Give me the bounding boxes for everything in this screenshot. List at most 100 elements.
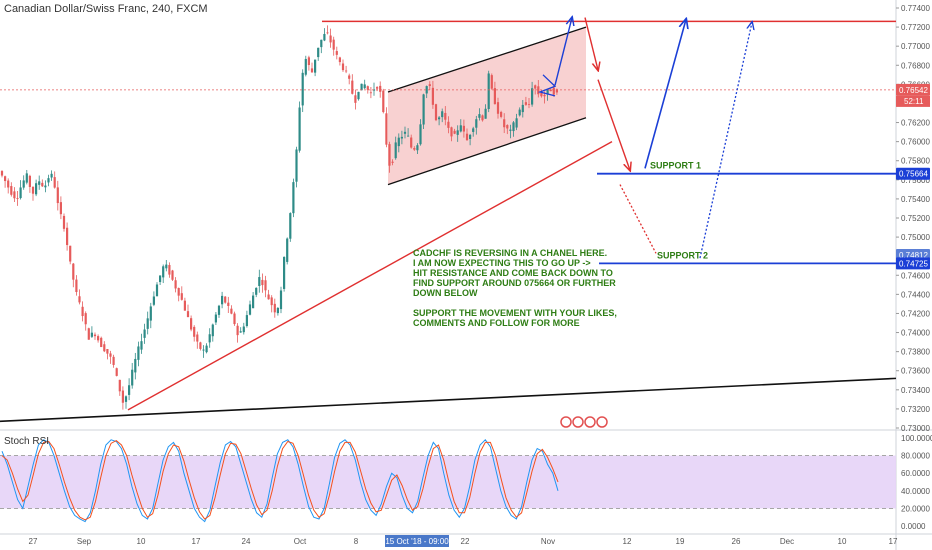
chart-title: Canadian Dollar/Swiss Franc, 240, FXCM bbox=[4, 3, 208, 15]
candle-body bbox=[149, 306, 152, 321]
candle-body bbox=[81, 306, 84, 317]
candle-body bbox=[388, 144, 391, 166]
candle-body bbox=[276, 307, 279, 314]
long-trendline bbox=[0, 377, 897, 423]
time-tick-label: 26 bbox=[732, 537, 741, 546]
countdown-bg bbox=[896, 95, 930, 107]
candle-body bbox=[134, 358, 137, 373]
candle-body bbox=[25, 173, 28, 183]
price-tick-label: 0.74200 bbox=[901, 309, 930, 318]
candle-body bbox=[193, 326, 196, 337]
rsi-tick-label: 60.0000 bbox=[901, 469, 930, 478]
candle-body bbox=[307, 57, 310, 66]
candle-body bbox=[304, 58, 307, 75]
candle-body bbox=[242, 326, 245, 333]
candle-body bbox=[301, 72, 304, 106]
channel-lower-line bbox=[387, 117, 587, 186]
candle-body bbox=[183, 300, 186, 311]
candle-body bbox=[236, 325, 239, 336]
candle-body bbox=[348, 75, 351, 79]
candle-body bbox=[230, 308, 233, 314]
annotation-line: DOWN BELOW bbox=[413, 288, 478, 298]
candle-body bbox=[410, 137, 413, 148]
candle-body bbox=[270, 297, 273, 306]
candle-body bbox=[7, 180, 10, 188]
candle-body bbox=[245, 315, 248, 327]
candle-body bbox=[286, 238, 289, 262]
candle-body bbox=[534, 85, 537, 89]
candle-body bbox=[376, 87, 379, 89]
time-axis[interactable]: 27 Sep 10 17 24 Oct 8 15 Oct '18 - 09:00 22 Nov 12… bbox=[29, 535, 898, 547]
candle-body bbox=[366, 86, 369, 90]
candle-body bbox=[106, 349, 109, 354]
candle-body bbox=[555, 89, 558, 93]
candle-body bbox=[118, 379, 121, 392]
rsi-series-d bbox=[1, 440, 559, 521]
candle-body bbox=[397, 137, 400, 147]
candle-body bbox=[78, 296, 81, 303]
candle-body bbox=[456, 130, 459, 135]
projection-down-arrow-1 bbox=[584, 17, 598, 71]
candle-body bbox=[233, 313, 236, 325]
candle-body bbox=[248, 304, 252, 315]
price-tick-label: 0.73000 bbox=[901, 424, 930, 433]
candle-body bbox=[124, 396, 128, 402]
price-axis[interactable]: 0.73000 0.73200 0.73400 0.73600 0.73800 0.740… bbox=[896, 4, 930, 433]
candle-body bbox=[524, 102, 527, 105]
candle-body bbox=[484, 108, 487, 119]
candle-body bbox=[258, 277, 261, 287]
candle-body bbox=[56, 187, 59, 204]
candle-body bbox=[472, 128, 475, 132]
candle-body bbox=[35, 183, 38, 195]
candle-body bbox=[112, 356, 115, 365]
rsi-tick-label: 100.0000 bbox=[901, 434, 932, 443]
candle-body bbox=[115, 368, 118, 376]
candle-body bbox=[434, 104, 438, 121]
candle-body bbox=[100, 337, 103, 348]
candle-body bbox=[403, 131, 407, 134]
candle-body bbox=[109, 353, 112, 357]
candle-body bbox=[211, 324, 214, 337]
candle-body bbox=[264, 280, 267, 291]
price-tick-label: 0.76200 bbox=[901, 119, 930, 128]
candle-body bbox=[75, 279, 78, 292]
candle-body bbox=[38, 181, 41, 185]
candle-body bbox=[143, 329, 146, 338]
logo-icon bbox=[560, 416, 608, 428]
candle-body bbox=[146, 318, 149, 329]
candle-body bbox=[208, 334, 211, 343]
logo-ring bbox=[572, 416, 584, 428]
price-tick-label: 0.74600 bbox=[901, 271, 930, 280]
candle-body bbox=[422, 94, 425, 125]
candle-body bbox=[500, 111, 503, 117]
candle-body bbox=[199, 342, 202, 349]
time-tick-label: 10 bbox=[838, 537, 847, 546]
price-tick-label: 0.77200 bbox=[901, 23, 930, 32]
candle-body bbox=[481, 115, 484, 121]
candle-body bbox=[140, 341, 143, 350]
projection-up-arrow bbox=[554, 18, 572, 86]
candle-body bbox=[53, 177, 56, 188]
time-tick-label: 8 bbox=[354, 537, 359, 546]
side-tag: 0.74812 bbox=[899, 251, 928, 260]
candle-body bbox=[273, 303, 276, 313]
candle-body bbox=[69, 245, 72, 262]
candle-body bbox=[279, 290, 283, 310]
price-tick-label: 0.73600 bbox=[901, 367, 930, 376]
rsi-band bbox=[0, 455, 896, 509]
candle-body bbox=[416, 145, 419, 151]
drawings bbox=[0, 17, 897, 423]
candle-body bbox=[521, 104, 524, 113]
candle-body bbox=[205, 345, 208, 353]
candle-body bbox=[252, 295, 255, 309]
price-tick-label: 0.74000 bbox=[901, 329, 930, 338]
crosshair-date-label: 15 Oct '18 - 09:00 bbox=[385, 537, 449, 546]
candle-body bbox=[493, 88, 496, 105]
candle-body bbox=[159, 275, 162, 283]
price-tick-label: 0.75400 bbox=[901, 195, 930, 204]
price-tick-label: 0.73400 bbox=[901, 386, 930, 395]
candle-body bbox=[332, 39, 335, 50]
candle-body bbox=[310, 68, 314, 73]
candle-body bbox=[13, 191, 16, 199]
candle-body bbox=[527, 104, 531, 105]
